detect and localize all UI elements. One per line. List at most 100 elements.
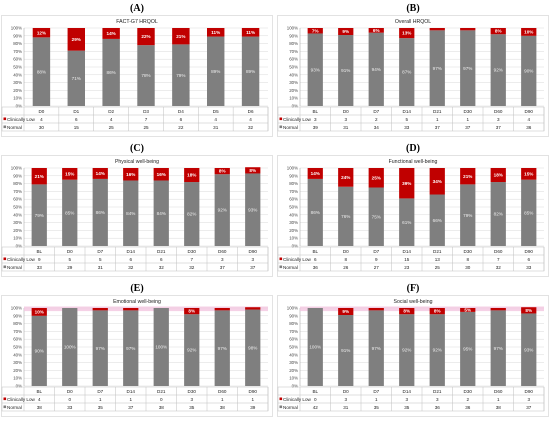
bar-clinically-low xyxy=(307,168,323,179)
bar-clinically-low xyxy=(368,168,384,188)
data-label-clinically-low: 39% xyxy=(402,181,411,186)
bar-normal xyxy=(184,314,200,386)
legend-swatch-clinically-low xyxy=(3,397,7,401)
data-label-clinically-low: 15% xyxy=(524,171,533,176)
y-tick-label: 70% xyxy=(13,189,22,194)
y-tick-label: 100% xyxy=(11,166,22,171)
x-tick-label: D3 xyxy=(143,109,149,114)
count-normal: 31 xyxy=(343,405,349,410)
legend-label-clinically-low: Clinically Low xyxy=(283,257,312,262)
bar-clinically-low xyxy=(460,28,476,31)
y-tick-label: 30% xyxy=(13,220,22,225)
data-label-normal: 86% xyxy=(96,210,105,215)
y-tick-label: 50% xyxy=(289,65,298,70)
chart-panel-e: (E) Emotional well-being 0% 10% 20% 30% 40% 50%… xyxy=(1,283,273,417)
bar-normal xyxy=(399,38,415,106)
data-label-normal: 93% xyxy=(248,207,257,212)
bar-clinically-low xyxy=(429,308,445,315)
data-label-clinically-low: 21% xyxy=(35,174,44,179)
bar-clinically-low xyxy=(245,167,261,174)
data-label-normal: 97% xyxy=(433,66,442,71)
count-normal: 15 xyxy=(74,125,80,130)
x-tick-label: BL xyxy=(36,249,42,254)
data-label-normal: 61% xyxy=(402,220,411,225)
chart-title: Physical well-being xyxy=(115,159,159,165)
count-clinically-low: 2 xyxy=(466,397,469,402)
y-tick-label: 30% xyxy=(13,360,22,365)
data-label-normal: 82% xyxy=(187,212,196,217)
count-clinically-low: 8 xyxy=(466,257,469,262)
data-label-clinically-low: 22% xyxy=(141,34,150,39)
count-normal: 27 xyxy=(374,265,380,270)
y-tick-label: 40% xyxy=(289,212,298,217)
x-tick-label: D30 xyxy=(464,109,473,114)
legend-swatch-clinically-low xyxy=(279,397,283,401)
bar-normal xyxy=(307,178,323,246)
x-tick-label: D1 xyxy=(73,109,79,114)
bar-clinically-low xyxy=(490,28,506,35)
chart-title: Overall HRQOL xyxy=(395,19,431,25)
bar-normal xyxy=(429,30,445,107)
bar-clinically-low xyxy=(245,307,261,310)
count-normal: 34 xyxy=(374,125,380,130)
bar-normal xyxy=(429,314,445,386)
chart-frame xyxy=(277,15,549,137)
count-clinically-low: 3 xyxy=(314,117,317,122)
y-tick-label: 20% xyxy=(13,228,22,233)
panel-letter: (F) xyxy=(407,283,420,294)
bar-normal xyxy=(92,310,108,386)
bar-clinically-low xyxy=(137,28,155,46)
data-label-clinically-low: 8% xyxy=(434,309,441,314)
x-tick-label: D14 xyxy=(127,389,136,394)
bar-normal xyxy=(137,45,155,106)
y-tick-label: 20% xyxy=(289,368,298,373)
count-clinically-low: 1 xyxy=(436,117,439,122)
count-normal: 35 xyxy=(404,405,410,410)
bar-clinically-low xyxy=(31,308,47,316)
highlight-band xyxy=(24,306,268,312)
legend-label-normal: Normal xyxy=(7,265,22,270)
chart-panel-c: (C) Physical well-being 0% 10% 20% 30% 40% 50% 6… xyxy=(1,143,273,277)
legend-label-clinically-low: Clinically Low xyxy=(7,397,36,402)
data-label-normal: 92% xyxy=(218,208,227,213)
x-tick-label: D21 xyxy=(157,249,166,254)
bar-normal xyxy=(490,310,506,386)
x-tick-label: BL xyxy=(312,249,318,254)
chart-title: FACT-G7 HRQOL xyxy=(116,19,158,25)
count-normal: 31 xyxy=(213,125,219,130)
legend-label-clinically-low: Clinically Low xyxy=(7,257,36,262)
x-tick-label: D0 xyxy=(67,389,73,394)
count-normal: 33 xyxy=(67,405,73,410)
y-tick-label: 70% xyxy=(13,329,22,334)
count-clinically-low: 3 xyxy=(344,117,347,122)
data-label-normal: 98% xyxy=(248,345,257,350)
data-label-normal: 71% xyxy=(72,76,81,81)
count-clinically-low: 4 xyxy=(249,117,252,122)
count-normal: 35 xyxy=(98,405,104,410)
bar-normal xyxy=(67,50,85,106)
chart-frame xyxy=(1,295,273,417)
data-label-normal: 97% xyxy=(96,346,105,351)
count-normal: 37 xyxy=(526,405,532,410)
x-tick-label: D14 xyxy=(127,249,136,254)
y-tick-label: 20% xyxy=(13,368,22,373)
count-clinically-low: 1 xyxy=(251,397,254,402)
data-label-clinically-low: 18% xyxy=(494,173,503,178)
count-clinically-low: 3 xyxy=(497,117,500,122)
y-tick-label: 60% xyxy=(289,57,298,62)
data-label-clinically-low: 7% xyxy=(312,28,319,33)
bar-clinically-low xyxy=(399,308,415,315)
bar-normal xyxy=(123,180,139,246)
data-label-normal: 84% xyxy=(126,211,135,216)
data-label-clinically-low: 8% xyxy=(525,308,532,313)
y-tick-label: 70% xyxy=(13,49,22,54)
x-tick-label: D90 xyxy=(525,249,534,254)
legend-label-normal: Normal xyxy=(283,125,298,130)
count-normal: 33 xyxy=(404,125,410,130)
y-tick-label: 80% xyxy=(13,181,22,186)
count-normal: 29 xyxy=(67,265,73,270)
bar-normal xyxy=(102,38,120,106)
legend-swatch-normal xyxy=(279,125,283,129)
data-label-clinically-low: 8% xyxy=(249,168,256,173)
count-clinically-low: 0 xyxy=(314,397,317,402)
